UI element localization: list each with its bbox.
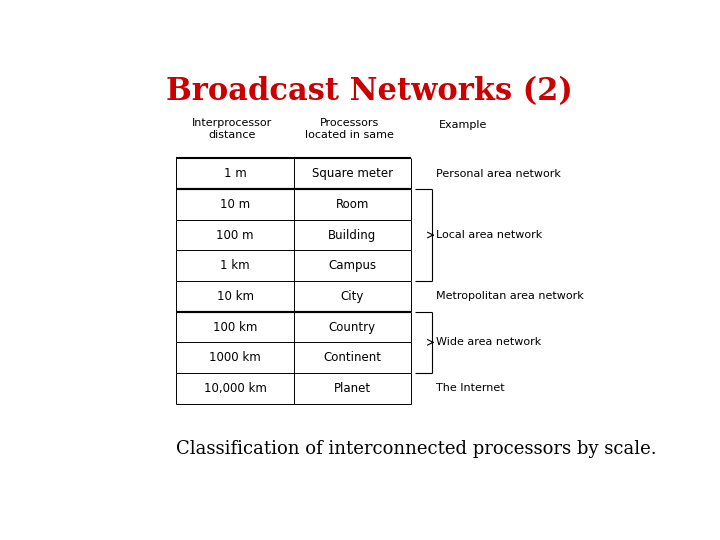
- Text: Continent: Continent: [323, 351, 382, 364]
- Text: Planet: Planet: [333, 382, 371, 395]
- Text: 1 m: 1 m: [224, 167, 246, 180]
- Text: Wide area network: Wide area network: [436, 338, 541, 347]
- Text: 10 m: 10 m: [220, 198, 250, 211]
- Text: City: City: [341, 290, 364, 303]
- Text: 1 km: 1 km: [220, 259, 250, 272]
- Text: Local area network: Local area network: [436, 230, 542, 240]
- Text: Room: Room: [336, 198, 369, 211]
- Text: The Internet: The Internet: [436, 383, 505, 393]
- Text: Personal area network: Personal area network: [436, 168, 561, 179]
- Text: 100 km: 100 km: [213, 321, 257, 334]
- Text: Building: Building: [328, 228, 377, 241]
- Text: 10 km: 10 km: [217, 290, 253, 303]
- Text: 10,000 km: 10,000 km: [204, 382, 266, 395]
- Text: Country: Country: [329, 321, 376, 334]
- Text: Processors
located in same: Processors located in same: [305, 118, 394, 140]
- Text: Broadcast Networks (2): Broadcast Networks (2): [166, 76, 572, 107]
- Text: 100 m: 100 m: [216, 228, 254, 241]
- Text: Example: Example: [438, 120, 487, 130]
- Text: Square meter: Square meter: [312, 167, 393, 180]
- Text: Interprocessor
distance: Interprocessor distance: [192, 118, 272, 140]
- Text: Campus: Campus: [328, 259, 377, 272]
- Text: Metropolitan area network: Metropolitan area network: [436, 292, 584, 301]
- Text: 1000 km: 1000 km: [210, 351, 261, 364]
- Text: Classification of interconnected processors by scale.: Classification of interconnected process…: [176, 441, 657, 458]
